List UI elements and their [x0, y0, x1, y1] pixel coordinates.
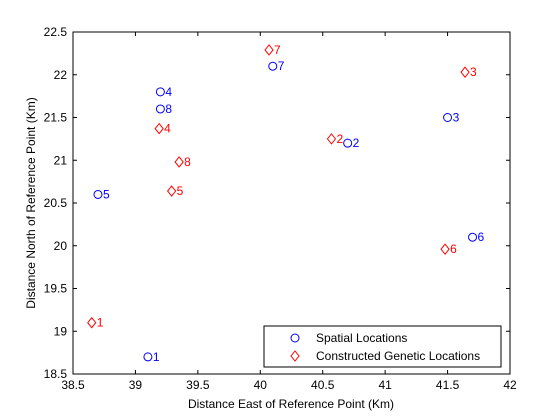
- x-tick-label: 40.5: [311, 378, 335, 392]
- y-axis-title: Distance North of Reference Point (Km): [24, 97, 38, 308]
- y-tick-label: 22: [54, 68, 68, 82]
- data-point-diamond: [87, 316, 97, 329]
- y-tick-label: 20: [54, 239, 68, 253]
- series-2: 1 2 3 4 5 6 7 8: [87, 43, 477, 330]
- data-point-diamond: [264, 44, 274, 56]
- data-point-circle: [155, 87, 165, 97]
- y-tick-label: 22.5: [44, 25, 68, 39]
- point-label: 4: [165, 85, 172, 99]
- data-point-circle: [155, 104, 165, 114]
- data-point-circle: [343, 138, 353, 148]
- y-tick-label: 19: [54, 324, 68, 338]
- data-point-circle: [268, 61, 278, 71]
- x-tick-label: 40: [254, 378, 268, 392]
- point-label: 1: [153, 350, 160, 364]
- x-tick-label: 38.5: [61, 378, 85, 392]
- legend: Spatial Locations Constructed Genetic Loc…: [263, 325, 502, 368]
- series-layer: 1 2 3 4 5 6 7 8 1 2 3 4 5 6 7 8: [87, 43, 485, 364]
- x-tick-label: 41: [378, 378, 392, 392]
- data-point-diamond: [326, 133, 337, 145]
- point-label: 4: [164, 122, 171, 136]
- plot-area: [72, 31, 511, 375]
- point-label: 5: [177, 184, 184, 198]
- y-tick-label: 21.5: [44, 111, 68, 125]
- legend-label: Spatial Locations: [316, 331, 407, 345]
- legend-marker-diamond: [290, 350, 300, 362]
- point-label: 1: [97, 316, 104, 330]
- legend-marker-circle: [290, 333, 300, 343]
- legend-box: [263, 325, 502, 368]
- data-point-diamond: [460, 66, 470, 78]
- data-point-circle: [468, 232, 478, 242]
- point-label: 3: [453, 111, 460, 125]
- y-tick-label: 18.5: [44, 367, 68, 381]
- point-label: 8: [165, 102, 172, 116]
- x-tick-label: 39.5: [186, 378, 210, 392]
- point-label: 6: [450, 242, 457, 256]
- data-point-diamond: [166, 185, 177, 197]
- x-tick-label: 41.5: [436, 378, 460, 392]
- data-point-circle: [443, 113, 453, 122]
- y-tick-label: 20.5: [44, 196, 68, 210]
- data-point-circle: [143, 352, 153, 362]
- point-label: 5: [103, 187, 110, 201]
- x-tick-label: 42: [503, 378, 517, 392]
- point-label: 7: [278, 59, 285, 73]
- data-point-circle: [93, 189, 103, 199]
- point-label: 2: [336, 132, 343, 146]
- point-label: 3: [470, 65, 477, 79]
- point-label: 7: [274, 43, 281, 57]
- x-axis-title: Distance East of Reference Point (Km): [188, 397, 394, 411]
- legend-entries: Spatial Locations Constructed Genetic Loc…: [290, 331, 480, 363]
- data-point-diamond: [174, 156, 184, 168]
- legend-label: Constructed Genetic Locations: [316, 349, 480, 363]
- series-1: 1 2 3 4 5 6 7 8: [93, 59, 485, 364]
- x-tick-label: 39: [129, 378, 143, 392]
- point-label: 8: [184, 155, 191, 169]
- data-point-diamond: [154, 122, 164, 135]
- point-label: 6: [478, 230, 485, 244]
- point-label: 2: [353, 136, 360, 150]
- data-point-diamond: [440, 243, 450, 255]
- x-axis-ticks: 38.5 39 39.5 40 40.5 41 41.5 42: [61, 32, 517, 392]
- y-tick-label: 21: [54, 153, 68, 167]
- y-tick-label: 19.5: [44, 282, 68, 296]
